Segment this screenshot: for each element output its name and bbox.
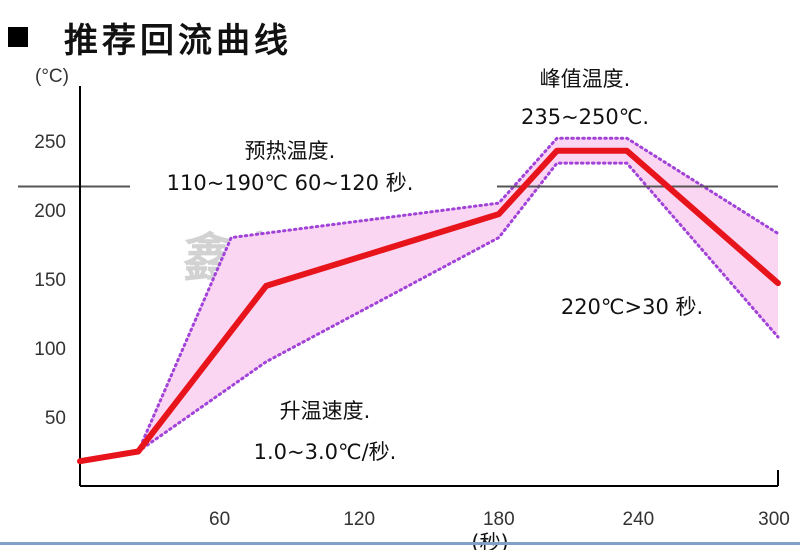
y-tick-labels: 50 100 150 200 250: [34, 132, 66, 429]
x-tick-label: 60: [209, 509, 230, 530]
y-tick-label: 100: [34, 339, 66, 360]
y-tick-label: 50: [45, 408, 66, 429]
title-text: 推荐回流曲线: [64, 20, 292, 61]
x-tick-label: 180: [483, 509, 515, 530]
black-square-bullet-icon: [8, 27, 28, 47]
page-title: 推荐回流曲线: [8, 12, 292, 62]
bottom-divider: [0, 542, 800, 545]
y-axis-label: (°C): [35, 66, 69, 87]
y-tick-label: 200: [34, 201, 66, 222]
peak-value: 235~250℃.: [521, 105, 649, 129]
y-tick-label: 250: [34, 132, 66, 153]
x-tick-label: 120: [343, 509, 375, 530]
x-tick-labels: 60 120 180 240 300: [209, 509, 790, 530]
tolerance-band: [138, 138, 778, 452]
x-axis-label: (秒): [471, 531, 508, 550]
x-tick-label: 240: [623, 509, 655, 530]
reflow-profile-line: [77, 147, 781, 465]
upper-limit-line: [136, 136, 780, 453]
ramp-rate-label: 升温速度.: [280, 399, 371, 423]
peak-label: 峰值温度.: [540, 67, 631, 91]
preheat-label: 预热温度.: [245, 139, 336, 163]
y-tick-label: 150: [34, 270, 66, 291]
preheat-value: 110~190℃ 60~120 秒.: [167, 171, 414, 195]
time-above-liquidus-label: 220℃>30 秒.: [561, 295, 703, 319]
ramp-rate-value: 1.0~3.0℃/秒.: [254, 440, 397, 464]
lower-limit-line: [136, 161, 780, 453]
x-tick-label: 300: [758, 509, 790, 530]
